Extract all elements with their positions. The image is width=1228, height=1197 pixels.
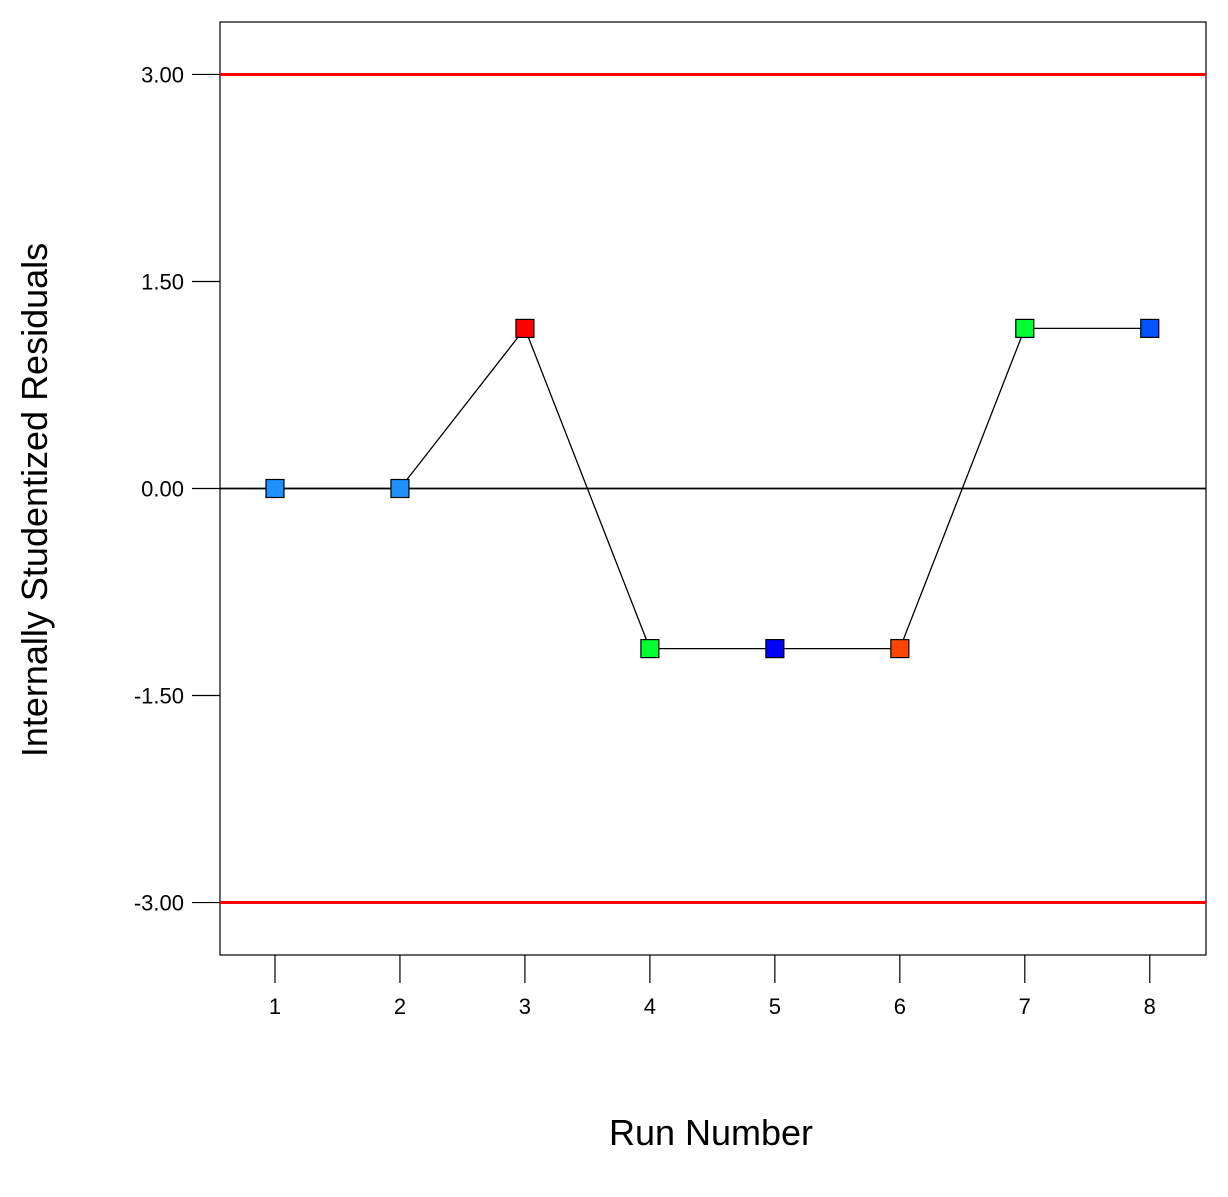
- y-tick-label: 3.00: [141, 62, 184, 87]
- data-point-run-7: [1015, 318, 1035, 338]
- data-point-run-8: [1140, 318, 1160, 338]
- data-point-run-5: [765, 639, 785, 659]
- x-tick-label: 2: [394, 994, 406, 1019]
- data-point-run-1: [265, 478, 285, 499]
- x-tick-label: 1: [269, 994, 281, 1019]
- x-tick-label: 4: [644, 994, 656, 1019]
- x-tick-label: 8: [1144, 994, 1156, 1019]
- y-axis-title: Internally Studentized Residuals: [14, 243, 55, 757]
- data-point-run-2: [390, 478, 410, 499]
- x-axis-ticks: 1 2 3 4 5 6 7 8: [269, 955, 1156, 1019]
- y-tick-label: -3.00: [134, 891, 184, 916]
- y-axis-ticks: 3.00 1.50 0.00 -1.50 -3.00: [134, 62, 220, 916]
- y-tick-label: 0.00: [141, 477, 184, 502]
- x-tick-label: 6: [894, 994, 906, 1019]
- data-points: [265, 318, 1160, 659]
- y-tick-label: 1.50: [141, 269, 184, 294]
- y-tick-label: -1.50: [134, 684, 184, 709]
- x-tick-label: 7: [1019, 994, 1031, 1019]
- x-axis-title: Run Number: [609, 1112, 813, 1153]
- series-connector: [274, 327, 1150, 650]
- x-tick-label: 5: [769, 994, 781, 1019]
- x-tick-label: 3: [519, 994, 531, 1019]
- data-point-run-6: [890, 639, 910, 659]
- data-point-run-4: [640, 639, 660, 659]
- limit-lines: [220, 72, 1206, 905]
- data-point-run-3: [515, 318, 535, 338]
- series-line: [274, 327, 1150, 650]
